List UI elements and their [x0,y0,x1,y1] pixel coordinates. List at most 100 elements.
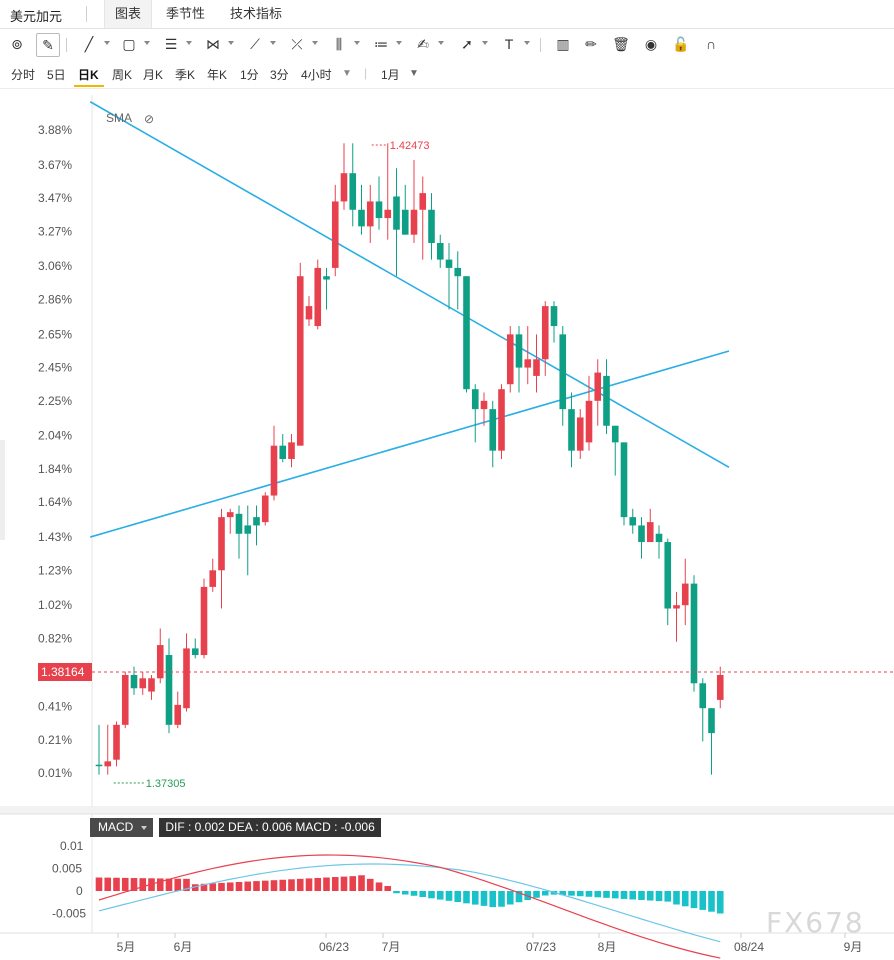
macd-indicator-select[interactable]: MACD [90,818,154,837]
macd-histogram-bar [471,891,479,905]
period-monthly[interactable]: 月K [143,68,164,82]
rectangle-icon[interactable]: ▢ [118,33,150,55]
candle-body [638,525,645,543]
magnet-icon[interactable]: ⊚ [11,35,23,52]
measure-icon[interactable]: ▥ [556,35,570,52]
candle-body [646,522,654,543]
candle [524,326,532,385]
eye-icon[interactable]: ◉ [644,35,658,52]
pattern-icon[interactable]: ⋈ [202,33,234,55]
text-icon[interactable]: T [498,33,530,55]
candle [331,184,339,277]
tool-dropdown-icon[interactable] [482,41,488,45]
candle [603,359,610,435]
tab-technical-indicators[interactable]: 技术指标 [230,6,283,21]
tab-chart[interactable]: 图表 [104,0,153,28]
candle [270,425,278,501]
tab-seasonality[interactable]: 季节性 [166,6,206,21]
drawing-toolbar: ⊚ ✎ ╱ ▢ ☰ ⋈ ⟋ ⤫ ⫼ ≔ ✍ ➚ T ▥ ✏ 🗑 ◉ 🔓 ∩ [0,29,894,59]
candle [235,505,243,559]
fork-icon[interactable]: ⤫ [286,33,318,55]
trend-line-1 [90,350,730,538]
candle [690,575,698,692]
tool-dropdown-icon[interactable] [144,41,150,45]
candle-body [358,209,365,227]
tool-dropdown-icon[interactable] [524,41,530,45]
candle-body [673,605,680,609]
range-select[interactable]: 1月 [381,68,400,82]
ray-icon[interactable]: ⟋ [244,33,276,55]
tool-dropdown-icon[interactable] [438,41,444,45]
period-weekly[interactable]: 周K [112,68,133,82]
period-intraday[interactable]: 分时 [11,68,36,82]
period-daily[interactable]: 日K [78,68,99,82]
arrow-icon[interactable]: ➚ [456,33,488,55]
candle-body [716,674,724,700]
range-chevron-down-icon[interactable]: ▼ [409,68,419,79]
period-more-chevron-icon[interactable]: ▼ [342,68,352,79]
macd-histogram-bar [638,891,645,900]
x-axis-label: 8月 [598,940,617,954]
candle [366,184,374,243]
sidebar-collapse-handle[interactable] [0,440,5,540]
tool-dropdown-icon[interactable] [186,41,192,45]
tool-dropdown-icon[interactable] [312,41,318,45]
candle-body [533,359,540,376]
candle [419,176,427,260]
tool-dropdown-icon[interactable] [396,41,402,45]
magnet-u-icon[interactable]: ∩ [705,36,717,52]
candle [218,508,225,609]
candle-body [699,683,707,709]
toolbar-separator [66,38,67,52]
macd-histogram-bar [209,883,217,891]
period-quarterly[interactable]: 季K [175,68,196,82]
fib-icon[interactable]: ⫼ [328,33,360,55]
macd-histogram-bar [576,891,584,897]
macd-histogram-bar [541,891,549,896]
candlestick-chart[interactable]: 3.88% 3.67% 3.47% 3.27% 3.06% 2.86% 2.65% 2.45%… [0,89,894,960]
trend-line-2 [89,101,730,468]
candle [629,508,637,534]
brush-icon[interactable]: ✍ [412,33,444,55]
pencil-lock-icon[interactable]: ✎ [36,33,60,57]
macd-histogram-bar [664,891,672,902]
macd-histogram-bar [279,879,287,891]
candle [113,721,120,767]
macd-histogram-bar [270,880,278,891]
candle-body [471,389,479,410]
current-price-label: 1.38164 [41,665,85,679]
macd-info-bar: MACD DIF : 0.002 DEA : 0.006 MACD : -0.0… [90,818,381,837]
trend-line-icon[interactable]: ╱ [78,33,110,55]
candle-body [253,517,260,526]
tool-dropdown-icon[interactable] [228,41,234,45]
tool-dropdown-icon[interactable] [270,41,276,45]
tool-dropdown-icon[interactable] [354,41,360,45]
macd-histogram-bar [366,878,374,891]
candle [314,259,322,330]
candle [410,159,418,243]
candle [673,591,680,642]
candle-body [218,517,225,571]
tool-dropdown-icon[interactable] [104,41,110,45]
edit-icon[interactable]: ✏ [585,35,597,52]
period-5day[interactable]: 5日 [47,68,66,82]
macd-chevron-down-icon [141,826,148,830]
candle-body [261,495,269,523]
period-yearly[interactable]: 年K [207,68,228,82]
period-3min[interactable]: 3分 [270,68,289,82]
channel-icon[interactable]: ☰ [160,33,192,55]
current-price-tag [38,663,92,681]
trash-icon[interactable]: 🗑 [612,35,630,52]
candle [533,334,540,393]
macd-histogram-bar [165,878,173,891]
macd-histogram-bar [340,876,348,891]
candle [576,409,584,459]
candle-body [279,445,287,459]
gann-icon[interactable]: ≔ [370,33,402,55]
macd-y-tick-label: 0 [76,884,83,898]
period-4hour[interactable]: 4小时 [301,68,332,82]
period-1min[interactable]: 1分 [240,68,259,82]
candle [463,276,470,393]
lock-icon[interactable]: 🔓 [672,35,690,52]
y-axis-tick-label: 2.65% [38,327,72,341]
